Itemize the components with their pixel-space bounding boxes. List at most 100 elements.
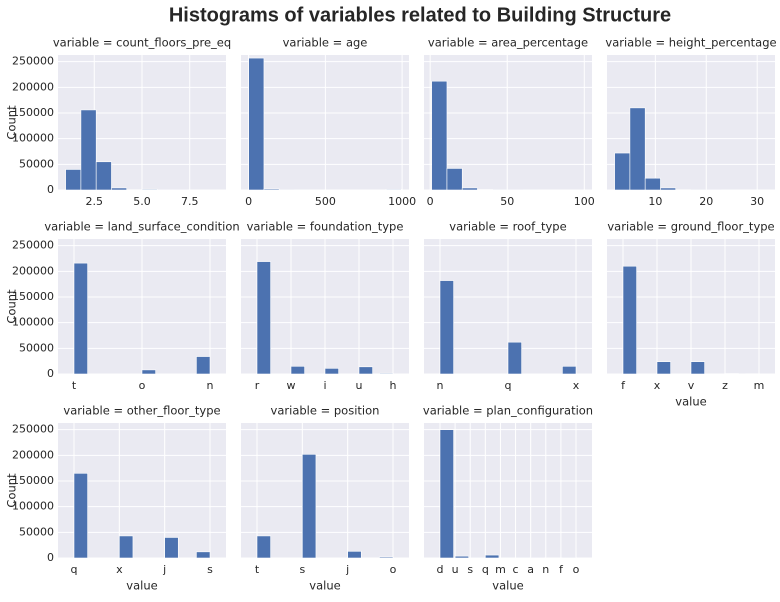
x-tick-label: 500	[315, 195, 336, 208]
plot-background	[424, 55, 592, 190]
x-tick-label: r	[255, 379, 260, 392]
y-tick-label: 200000	[12, 80, 54, 93]
bar	[439, 429, 454, 559]
bar	[347, 551, 362, 559]
panel-title: variable = age	[283, 36, 368, 50]
bar	[119, 535, 134, 559]
x-tick-label: 30	[750, 195, 764, 208]
y-tick-label: 150000	[12, 106, 54, 119]
x-tick-label: o	[139, 379, 146, 392]
bar	[358, 366, 373, 375]
bar	[256, 261, 271, 375]
x-tick-label: m	[495, 563, 506, 576]
histogram-bar	[644, 177, 661, 191]
bar	[196, 551, 211, 559]
histogram-bar	[263, 188, 280, 191]
x-tick-label: t	[72, 379, 77, 392]
x-tick-label: f	[621, 379, 626, 392]
y-tick-label: 100000	[12, 500, 54, 513]
bar	[562, 366, 577, 375]
y-tick-label: 100000	[12, 316, 54, 329]
x-axis-label: value	[675, 395, 706, 409]
y-tick-label: 0	[47, 551, 54, 564]
histogram-bar	[141, 188, 158, 191]
y-tick-label: 250000	[12, 239, 54, 252]
x-tick-label: v	[688, 379, 695, 392]
x-tick-label: a	[527, 563, 534, 576]
panel-title: variable = position	[271, 404, 380, 418]
histogram-bar	[95, 161, 112, 191]
y-tick-label: 0	[47, 367, 54, 380]
x-tick-label: t	[255, 563, 260, 576]
histogram-bar	[477, 189, 494, 191]
bar	[290, 366, 305, 375]
x-tick-label: 50	[500, 195, 514, 208]
x-tick-label: m	[754, 379, 765, 392]
x-tick-label: q	[505, 379, 512, 392]
x-tick-label: s	[299, 563, 305, 576]
bar	[324, 368, 339, 375]
bar	[485, 554, 500, 559]
y-tick-label: 150000	[12, 474, 54, 487]
panel-title: variable = ground_floor_type	[607, 220, 774, 234]
x-tick-label: o	[390, 563, 397, 576]
bar	[690, 361, 705, 375]
y-tick-label: 0	[47, 183, 54, 196]
histogram-bar	[65, 169, 82, 191]
y-tick-label: 150000	[12, 290, 54, 303]
bar	[622, 265, 637, 375]
y-tick-label: 50000	[19, 157, 54, 170]
panel-title: variable = roof_type	[449, 220, 566, 234]
histogram-bar	[111, 187, 128, 191]
x-tick-label: o	[573, 563, 580, 576]
x-tick-label: n	[542, 563, 549, 576]
panel-title: variable = area_percentage	[428, 36, 588, 50]
y-axis-label: Count	[5, 105, 19, 140]
panel-title: variable = plan_configuration	[423, 404, 593, 418]
figure-title: Histograms of variables related to Build…	[169, 4, 671, 26]
x-tick-label: c	[513, 563, 519, 576]
x-tick-label: z	[722, 379, 728, 392]
bar	[454, 555, 470, 559]
histogram-bar	[385, 188, 402, 191]
histogram-bar	[660, 187, 677, 191]
panel-title: variable = other_floor_type	[63, 404, 220, 418]
panel-title: variable = count_floors_pre_eq	[53, 36, 231, 50]
bar	[379, 372, 394, 375]
plot-background	[241, 423, 409, 558]
x-tick-label: d	[437, 563, 444, 576]
x-tick-label: 0	[245, 195, 252, 208]
x-tick-label: x	[116, 563, 123, 576]
x-tick-label: q	[71, 563, 78, 576]
panel-title: variable = land_surface_condition	[44, 220, 239, 234]
x-tick-label: s	[207, 563, 213, 576]
bar	[724, 373, 739, 375]
bar	[73, 473, 88, 559]
histogram-bar	[248, 57, 265, 191]
histogram-bar	[446, 168, 463, 191]
y-tick-label: 100000	[12, 132, 54, 145]
x-tick-label: 2.5	[86, 195, 104, 208]
bar	[256, 535, 271, 559]
x-tick-label: x	[573, 379, 580, 392]
histogram-bar	[629, 107, 646, 191]
x-tick-label: n	[207, 379, 214, 392]
x-tick-label: 20	[699, 195, 713, 208]
bar	[302, 454, 317, 559]
y-tick-label: 250000	[12, 55, 54, 68]
y-tick-label: 250000	[12, 423, 54, 436]
x-tick-label: 10	[648, 195, 662, 208]
x-tick-label: 0	[427, 195, 434, 208]
x-tick-label: f	[559, 563, 564, 576]
x-tick-label: n	[437, 379, 444, 392]
x-axis-label: value	[309, 579, 340, 593]
y-tick-label: 50000	[19, 341, 54, 354]
x-tick-label: w	[287, 379, 296, 392]
bar	[507, 341, 522, 375]
histogram-bar	[80, 109, 97, 191]
y-axis-label: Count	[5, 289, 19, 324]
bar	[439, 280, 454, 375]
x-tick-label: u	[452, 563, 459, 576]
bar	[164, 537, 179, 559]
